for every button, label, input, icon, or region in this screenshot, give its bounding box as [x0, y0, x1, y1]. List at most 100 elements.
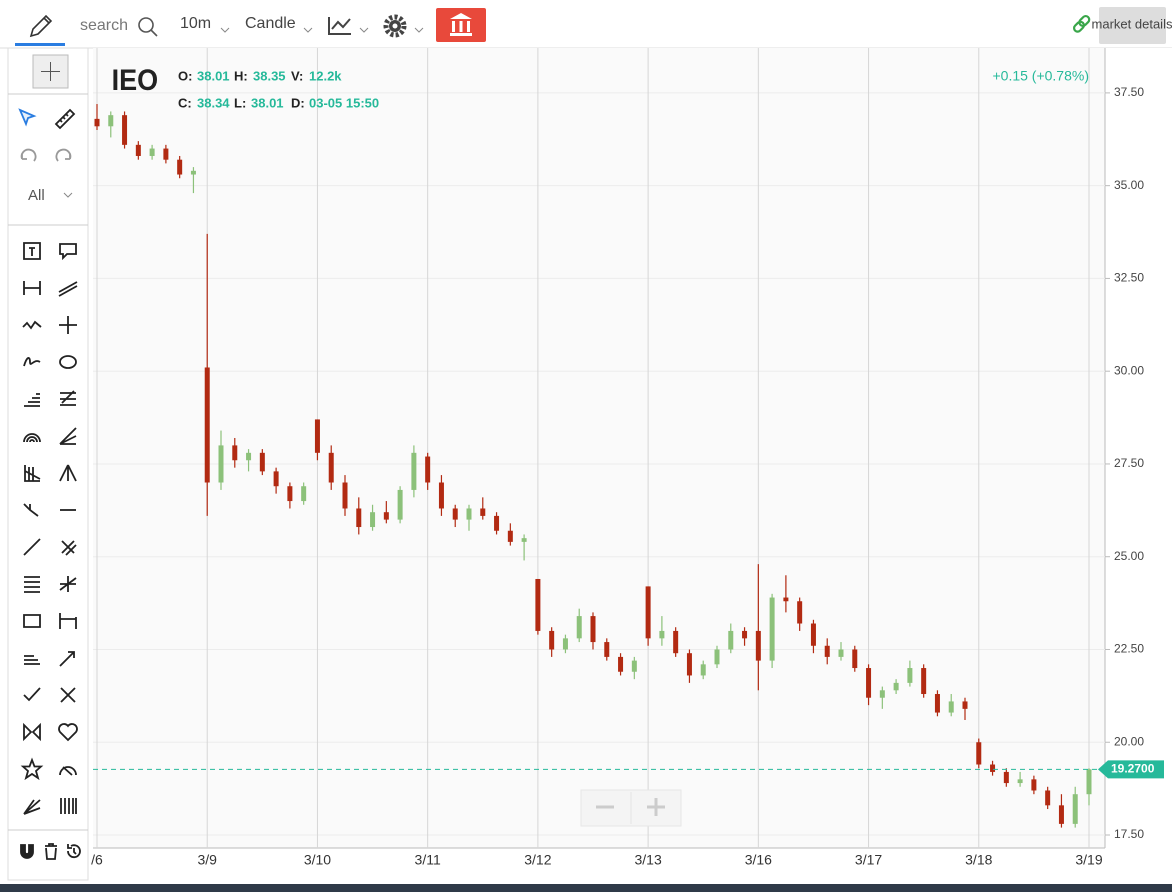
tool-icon[interactable] — [60, 798, 77, 814]
tool-icon[interactable] — [24, 393, 40, 407]
x-tick-label: 3/18 — [965, 852, 992, 868]
candle-body — [604, 642, 610, 657]
interval-select[interactable]: 10m — [180, 15, 211, 32]
candle-body — [1045, 790, 1051, 806]
x-tick-label: 3/10 — [304, 852, 331, 868]
candle-body — [590, 616, 596, 643]
tool-icon[interactable] — [24, 655, 40, 665]
tool-icon[interactable] — [61, 540, 77, 556]
tool-icon[interactable] — [23, 242, 41, 260]
tool-icon[interactable] — [67, 844, 81, 859]
tool-icon[interactable] — [23, 722, 41, 742]
link-icon[interactable] — [1072, 14, 1091, 33]
tool-icon[interactable] — [23, 614, 41, 628]
candle-body — [631, 660, 637, 672]
chevron — [220, 27, 230, 33]
x-tick-label: 3/19 — [1075, 852, 1102, 868]
tool-icon[interactable] — [58, 723, 78, 742]
indicators-button[interactable] — [328, 17, 351, 35]
candle-body — [824, 645, 830, 657]
candle-body — [866, 668, 872, 698]
candle-body — [342, 482, 348, 509]
candle-body — [135, 144, 141, 156]
tool-icon[interactable] — [59, 427, 77, 445]
tool-icon[interactable] — [55, 148, 72, 162]
candle-body — [314, 419, 320, 453]
tool-icon[interactable] — [59, 243, 77, 261]
candle-body — [163, 148, 169, 160]
market-details-label[interactable]: market details — [1092, 16, 1172, 31]
candle-body — [907, 668, 913, 683]
plot-area — [93, 48, 1105, 848]
tool-icon[interactable] — [60, 687, 76, 703]
candle-body — [990, 764, 996, 772]
candle-body — [783, 597, 789, 602]
candle-body — [700, 664, 706, 676]
bank-button[interactable] — [436, 8, 486, 42]
zoom-in[interactable] — [647, 798, 665, 816]
tool-icon[interactable] — [59, 355, 77, 369]
search-icon[interactable] — [138, 17, 158, 37]
candle-body — [190, 170, 196, 175]
x-tick-label: 3/17 — [855, 852, 882, 868]
y-axis-area — [1105, 48, 1172, 880]
draw-tool-button[interactable] — [29, 14, 53, 38]
candle-body — [246, 452, 252, 461]
tool-icon[interactable] — [60, 390, 76, 406]
tool-icon[interactable] — [24, 465, 41, 482]
tool-icon[interactable] — [58, 281, 78, 297]
tool-icon[interactable] — [18, 108, 37, 127]
tool-filter[interactable]: All — [28, 187, 45, 204]
tool-icon[interactable] — [23, 503, 39, 517]
header-key: L: — [234, 95, 246, 110]
tool-icon[interactable] — [59, 464, 77, 482]
tool-icon[interactable] — [23, 538, 41, 556]
candle-body — [714, 649, 720, 665]
candle-body — [645, 586, 651, 639]
candle-body — [494, 515, 500, 531]
candle-body — [507, 530, 513, 542]
x-tick-label: 3/9 — [197, 852, 217, 868]
chevron — [359, 27, 369, 33]
chevron — [63, 192, 73, 198]
candle-body — [755, 630, 761, 661]
tool-icon[interactable] — [20, 844, 34, 859]
grid — [93, 48, 1110, 848]
tool-icon[interactable] — [59, 613, 77, 629]
tool-icon[interactable] — [20, 148, 37, 162]
tool-icon[interactable] — [23, 687, 41, 702]
tool-icon[interactable] — [23, 799, 41, 815]
candle-body — [797, 601, 803, 624]
settings-button[interactable] — [383, 14, 407, 38]
candle-body — [466, 508, 472, 520]
candle-body — [356, 508, 362, 528]
tool-icon[interactable] — [23, 357, 41, 367]
search-label[interactable]: search — [80, 17, 128, 34]
chart-style-select[interactable]: Candle — [245, 15, 296, 32]
candle-body — [177, 159, 183, 175]
tool-icon[interactable] — [23, 281, 41, 295]
tool-icon[interactable] — [22, 320, 42, 330]
candle-body — [204, 367, 210, 483]
tool-icon[interactable] — [54, 108, 76, 130]
tool-icon[interactable] — [23, 433, 41, 443]
tool-icon[interactable] — [59, 316, 77, 334]
tool-icon[interactable] — [59, 651, 75, 667]
tool-icon[interactable] — [59, 576, 77, 592]
candle-body — [480, 508, 486, 516]
tool-icon[interactable] — [20, 757, 44, 781]
tool-icon[interactable] — [59, 766, 77, 776]
candle-body — [425, 456, 431, 483]
tool-icon[interactable] — [45, 843, 57, 860]
tool-icon[interactable] — [24, 576, 40, 593]
candles — [93, 104, 1105, 828]
header-value: 38.01 — [197, 68, 230, 83]
header-value: 38.34 — [197, 95, 230, 110]
candle-body — [576, 616, 582, 639]
chevron — [303, 27, 313, 33]
candle-body — [838, 649, 844, 657]
labels: 17.50 20.00 22.50 25.00 27.50 30.00 32.50 35.00… — [91, 64, 1164, 868]
market-details-button[interactable] — [1099, 7, 1166, 44]
candle-body — [673, 630, 679, 654]
header-value: 38.01 — [251, 95, 284, 110]
